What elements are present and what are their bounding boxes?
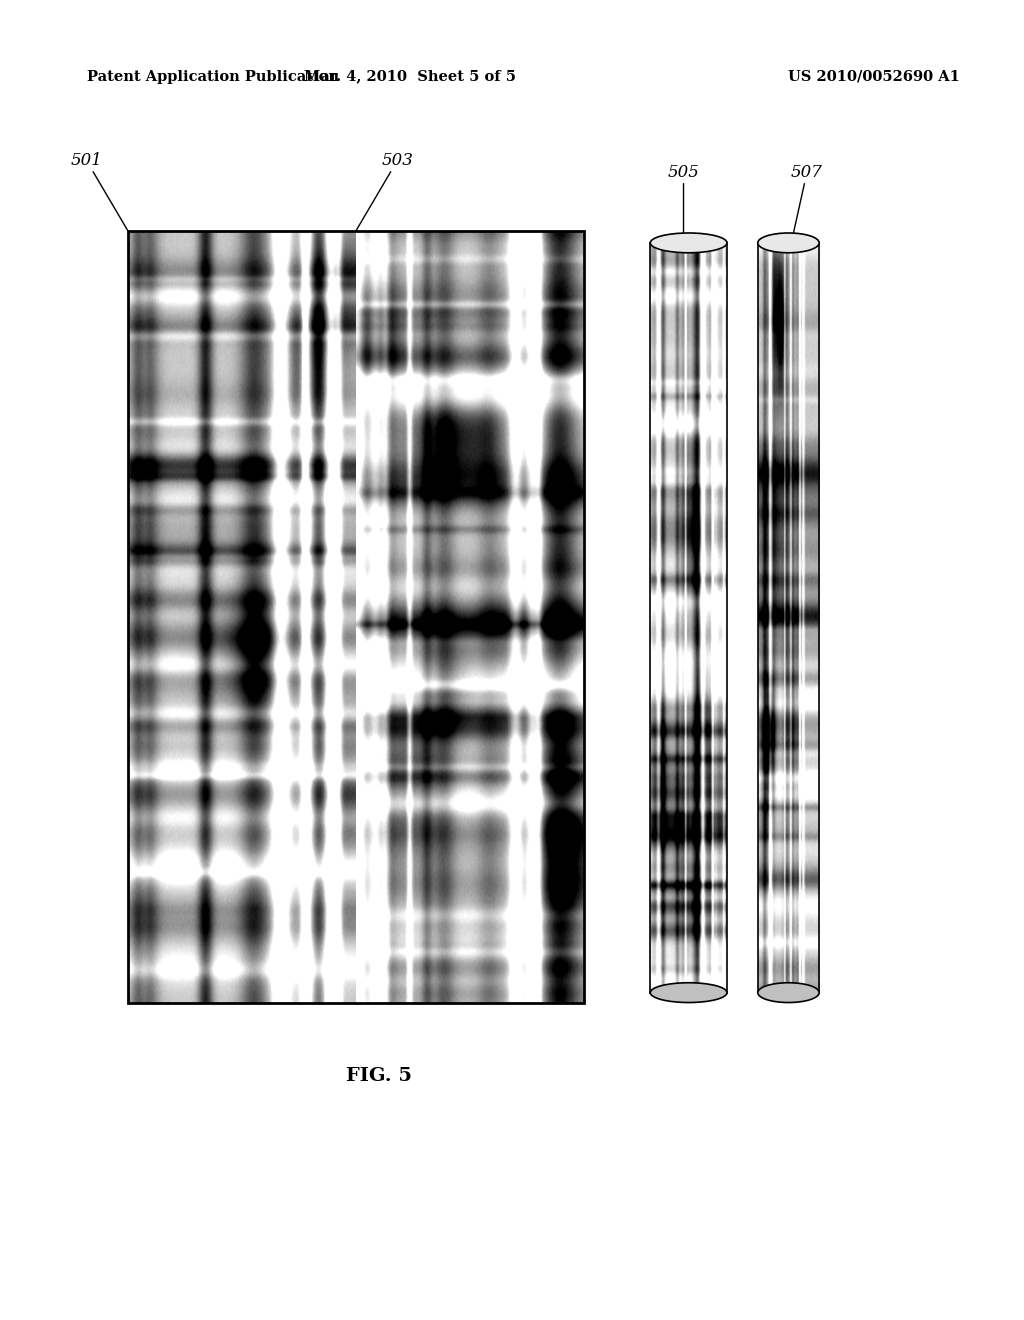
Text: FIG. 5: FIG. 5 (346, 1067, 412, 1085)
Text: 501: 501 (71, 152, 128, 231)
Text: 507: 507 (791, 164, 823, 232)
Text: US 2010/0052690 A1: US 2010/0052690 A1 (788, 70, 961, 83)
Text: 505: 505 (668, 164, 699, 232)
Text: Mar. 4, 2010  Sheet 5 of 5: Mar. 4, 2010 Sheet 5 of 5 (303, 70, 516, 83)
Text: Patent Application Publication: Patent Application Publication (87, 70, 339, 83)
Text: 503: 503 (356, 152, 414, 231)
